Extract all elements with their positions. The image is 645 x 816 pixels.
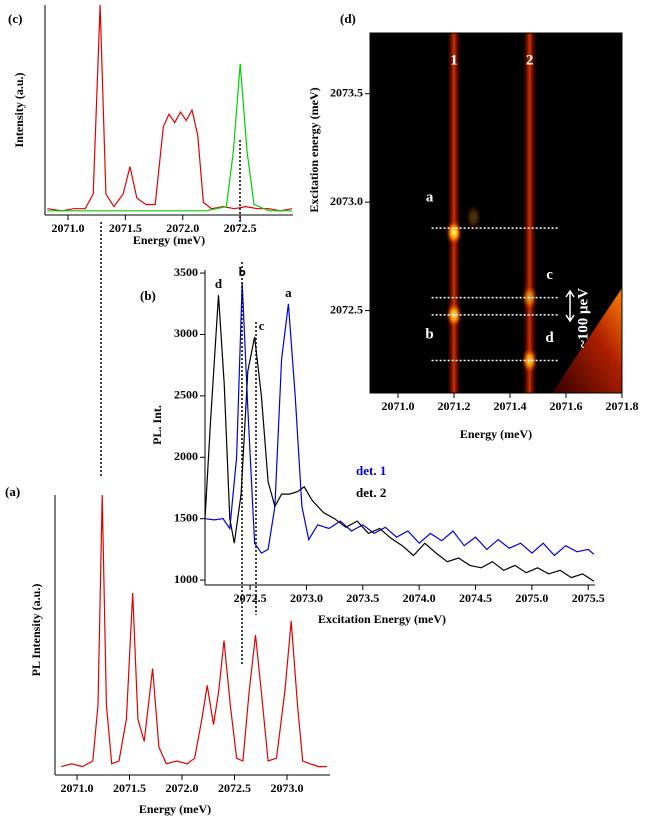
x-tick-label: 2071.5: [113, 781, 146, 795]
heatmap-spot: [446, 219, 462, 246]
y-tick-label: 2000: [174, 449, 198, 463]
heatmap-stripe: [522, 33, 537, 393]
y-tick-label: 1000: [174, 572, 198, 586]
heatmap-spot: [446, 301, 462, 328]
x-tick-label: 2075.5: [572, 591, 605, 605]
spectrum-line: [204, 282, 595, 557]
x-axis-label: Energy (meV): [460, 427, 532, 441]
plot-frame: [369, 32, 623, 394]
spectrum-line: [47, 4, 293, 212]
panel-label: (d): [340, 11, 356, 26]
plots: 2071.0 2071.5 2072.0 2072.5 (c) Energy (meV) I…: [5, 4, 639, 816]
y-axis-label: Intensity (a.u.): [12, 72, 26, 147]
x-tick-label: 2071.6: [550, 399, 583, 413]
x-tick-label: 2072.5: [234, 591, 267, 605]
panel-label: (b): [140, 288, 156, 303]
y-tick-label: 2073.5: [330, 85, 363, 99]
x-tick-label: 2071.8: [606, 399, 639, 413]
guide-label: a: [426, 190, 434, 206]
panel-label: (a): [5, 484, 20, 499]
x-tick-label: 2071.5: [109, 221, 142, 235]
x-tick-label: 2072.5: [218, 781, 251, 795]
x-tick-label: 2073.0: [270, 781, 303, 795]
y-axis-label: PL. Int.: [150, 405, 164, 445]
spectrum-line: [61, 494, 327, 768]
x-tick-label: 2071.0: [51, 221, 84, 235]
peak-label: c: [259, 318, 265, 333]
stripe-label: 2: [526, 52, 534, 68]
x-axis-label: Energy (meV): [133, 233, 205, 247]
x-tick-label: 2072.0: [166, 781, 199, 795]
legend-entry: det. 2: [356, 485, 386, 500]
x-tick-label: 2072.5: [224, 221, 257, 235]
x-tick-label: 2072.0: [166, 221, 199, 235]
stripe-label: 1: [450, 52, 458, 68]
scale-label: ~100 μeV: [575, 288, 591, 348]
guide-label: d: [545, 330, 554, 346]
peak-label: d: [215, 276, 223, 291]
x-axis-label: Excitation Energy (meV): [318, 612, 446, 626]
y-tick-label: 1500: [174, 510, 198, 524]
x-axis-label: Energy (meV): [139, 802, 211, 816]
y-tick-label: 2073.0: [330, 194, 363, 208]
x-tick-label: 2074.5: [459, 591, 492, 605]
x-tick-label: 2071.0: [382, 399, 415, 413]
y-tick-label: 2500: [174, 388, 198, 402]
x-tick-label: 2074.0: [403, 591, 436, 605]
x-tick-label: 2073.5: [346, 591, 379, 605]
spectrum-line: [47, 63, 292, 212]
x-tick-label: 2071.2: [438, 399, 471, 413]
spectrum-line: [204, 295, 595, 582]
y-axis-label: PL Intensity (a.u.): [29, 584, 43, 677]
legend-entry: det. 1: [356, 463, 386, 478]
y-axis-label: Excitation energy (meV): [307, 87, 321, 212]
heatmap-stripe: [447, 33, 461, 393]
x-tick-label: 2071.4: [494, 399, 527, 413]
heatmap-spot: [465, 204, 482, 231]
x-tick-label: 2071.0: [61, 781, 94, 795]
heatmap-background: [370, 33, 622, 393]
scale-arrow: [565, 289, 575, 323]
guide-label: c: [546, 267, 553, 283]
guide-label: b: [425, 326, 433, 342]
heatmap-region: [552, 288, 622, 393]
x-tick-label: 2073.0: [290, 591, 323, 605]
y-tick-label: 3000: [174, 326, 198, 340]
x-tick-label: 2075.0: [515, 591, 548, 605]
panel-label: (c): [8, 11, 22, 26]
peak-label: a: [285, 285, 292, 300]
y-tick-label: 3500: [174, 265, 198, 279]
y-tick-label: 2072.5: [330, 302, 363, 316]
